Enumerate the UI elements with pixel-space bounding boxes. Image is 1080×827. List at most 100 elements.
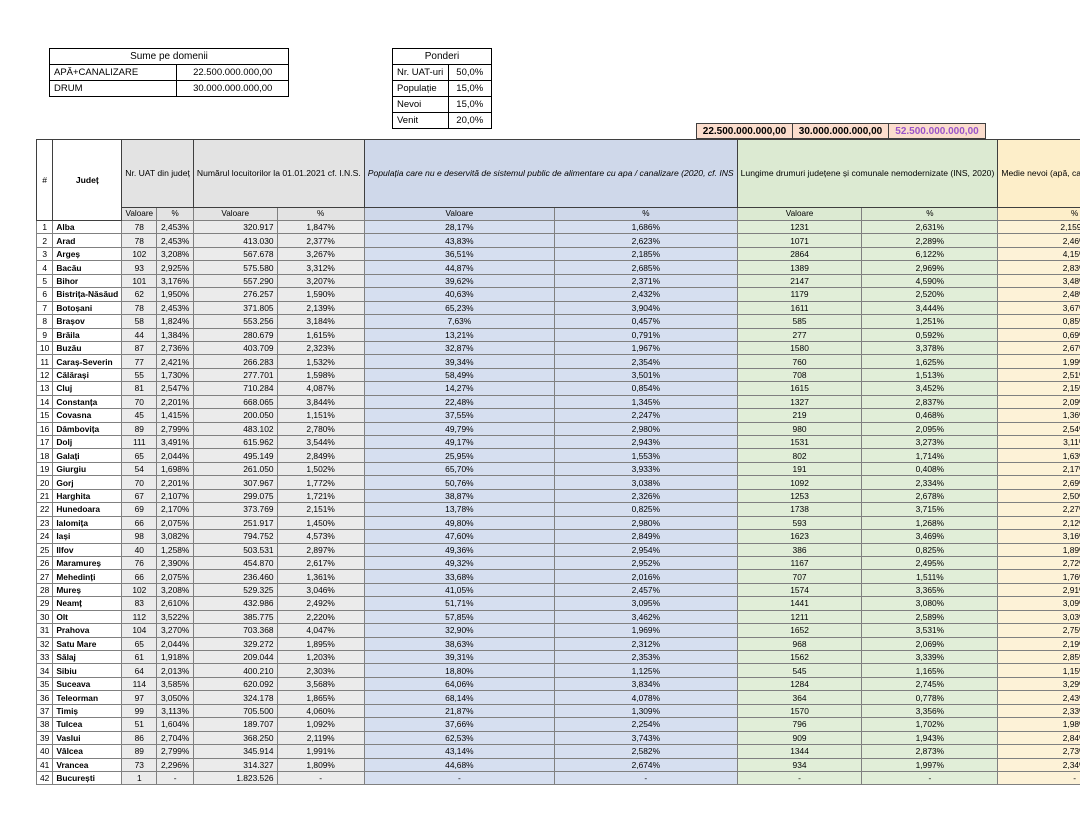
cell-locuitori-pct: 1,450% <box>276 515 365 531</box>
cell-uat-valoare: 54 <box>121 461 158 477</box>
cell-drumuri-valoare: 1092 <box>736 475 863 490</box>
cell-locuitori-pct: 2,323% <box>276 340 365 356</box>
table-row: 26 Maramureș 76 2,390% 454.870 2,617% 49,32% 2,… <box>35 555 1080 571</box>
cell-locuitori-valoare: 615.962 <box>192 434 278 450</box>
cell-uat-pct: 2,453% <box>156 219 194 235</box>
cell-medie-nevoi-pct: 2,50% <box>997 488 1080 504</box>
cell-drumuri-valoare: 1071 <box>736 233 863 248</box>
cell-nedeservita-pct: 2,371% <box>554 273 738 289</box>
cell-drumuri-pct: 0,825% <box>861 542 999 557</box>
cell-uat-pct: 2,013% <box>156 663 194 678</box>
col-header-uat: Nr. UAT din județ <box>121 139 194 208</box>
cell-nedeservita-pct: 2,432% <box>554 287 738 302</box>
col-header-index: # <box>35 139 54 221</box>
cell-nedeservita-valoare: 33,68% <box>363 569 556 584</box>
cell-medie-nevoi-pct: 3,48% <box>997 273 1080 289</box>
cell-nedeservita-valoare: 49,80% <box>363 515 556 531</box>
cell-nedeservita-valoare: 13,78% <box>363 502 556 517</box>
cell-medie-nevoi-pct: 3,29% <box>997 676 1080 692</box>
cell-nedeservita-pct: 2,185% <box>554 246 738 262</box>
cell-judet: Ilfov <box>52 542 123 557</box>
table-row: 19 Giurgiu 54 1,698% 261.050 1,502% 65,70% 3,93… <box>35 461 1080 477</box>
cell-medie-nevoi-pct: 1,89% <box>997 542 1080 557</box>
cell-drumuri-pct: 3,365% <box>861 582 999 598</box>
table-row: 2 Arad 78 2,453% 413.030 2,377% 43,83% 2,623% 10… <box>35 233 1080 248</box>
cell-judet: Cluj <box>52 381 123 396</box>
cell-locuitori-valoare: 251.917 <box>192 515 278 531</box>
cell-index: 6 <box>35 287 54 302</box>
cell-locuitori-valoare: 373.769 <box>192 502 278 517</box>
cell-nedeservita-valoare: 18,80% <box>363 663 556 678</box>
cell-locuitori-pct: 2,119% <box>276 730 365 746</box>
table-row: 40 Vâlcea 89 2,799% 345.914 1,991% 43,14% 2,582… <box>35 744 1080 759</box>
cell-index: 34 <box>35 663 54 678</box>
cell-drumuri-valoare: 593 <box>736 515 863 531</box>
cell-medie-nevoi-pct: 2,17% <box>997 461 1080 477</box>
cell-drumuri-pct: 3,452% <box>861 381 999 396</box>
cell-uat-valoare: 69 <box>121 502 158 517</box>
cell-medie-nevoi-pct: 1,63% <box>997 448 1080 463</box>
cell-locuitori-pct: 4,060% <box>276 703 365 719</box>
cell-uat-valoare: 45 <box>121 408 158 423</box>
cell-nedeservita-pct: 0,825% <box>554 502 738 517</box>
table-row: 16 Dâmbovița 89 2,799% 483.102 2,780% 49,79% 2,… <box>35 421 1080 437</box>
cell-nedeservita-pct: 2,980% <box>554 421 738 437</box>
cell-uat-pct: 2,799% <box>156 421 194 437</box>
cell-locuitori-pct: 4,087% <box>276 381 365 396</box>
table-row: 8 Brașov 58 1,824% 553.256 3,184% 7,63% 0,457% 5… <box>35 314 1080 329</box>
cell-nedeservita-valoare: 68,14% <box>363 690 556 705</box>
cell-judet: Sălaj <box>52 649 123 665</box>
cell-locuitori-valoare: 567.678 <box>192 246 278 262</box>
table-row: 11 Caraș-Severin 77 2,421% 266.283 1,532% 39,3… <box>35 354 1080 369</box>
col-header-medie-nevoi: Medie nevoi (apă, canalizare, drumuri) <box>997 139 1080 208</box>
cell-index: 14 <box>35 394 54 410</box>
cell-locuitori-pct: 2,617% <box>276 555 365 571</box>
cell-uat-pct: 2,421% <box>156 354 194 369</box>
col-header-drumuri: Lungime drumuri județene și comunale nem… <box>736 139 999 208</box>
cell-drumuri-pct: 0,592% <box>861 327 999 342</box>
cell-drumuri-valoare: 1167 <box>736 555 863 571</box>
ponderi-label-uat: Nr. UAT-uri <box>392 64 449 81</box>
cell-drumuri-valoare: 386 <box>736 542 863 557</box>
cell-drumuri-valoare: 1389 <box>736 260 863 275</box>
table-row: Sume pe domenii <box>49 48 289 65</box>
header-row-subcolumns: Valoare % Valoare % Valoare % Valoare % … <box>37 207 1080 221</box>
cell-nedeservita-pct: 2,312% <box>554 636 738 652</box>
cell-nedeservita-pct: 1,686% <box>554 219 738 235</box>
cell-nedeservita-pct: 3,933% <box>554 461 738 477</box>
cell-nedeservita-valoare: 37,66% <box>363 717 556 732</box>
cell-judet: Bistrița-Năsăud <box>52 287 123 302</box>
cell-drumuri-valoare: 1179 <box>736 287 863 302</box>
cell-drumuri-valoare: - <box>736 770 863 786</box>
cell-locuitori-pct: 1,895% <box>276 636 365 652</box>
cell-uat-pct: 3,522% <box>156 609 194 625</box>
cell-drumuri-pct: 3,531% <box>861 623 999 638</box>
cell-medie-nevoi-pct: 2,33% <box>997 703 1080 719</box>
cell-judet: Neamț <box>52 596 123 611</box>
cell-medie-nevoi-pct: 2,84% <box>997 730 1080 746</box>
cell-medie-nevoi-pct: 4,15% <box>997 246 1080 262</box>
cell-nedeservita-valoare: 49,32% <box>363 555 556 571</box>
cell-drumuri-valoare: 364 <box>736 690 863 705</box>
cell-drumuri-pct: 1,165% <box>861 663 999 678</box>
cell-uat-valoare: 78 <box>121 219 158 235</box>
cell-drumuri-valoare: 909 <box>736 730 863 746</box>
cell-index: 35 <box>35 676 54 692</box>
cell-nedeservita-valoare: 47,60% <box>363 529 556 544</box>
cell-nedeservita-valoare: 44,68% <box>363 757 556 772</box>
cell-drumuri-pct: - <box>861 770 999 786</box>
cell-locuitori-pct: 1,361% <box>276 569 365 584</box>
cell-uat-valoare: 65 <box>121 636 158 652</box>
cell-uat-valoare: 89 <box>121 421 158 437</box>
cell-uat-pct: 2,044% <box>156 636 194 652</box>
cell-nedeservita-valoare: 51,71% <box>363 596 556 611</box>
ponderi-value-venit: 20,0% <box>447 112 493 129</box>
cell-uat-pct: 2,044% <box>156 448 194 463</box>
cell-nedeservita-pct: - <box>554 770 738 786</box>
cell-drumuri-pct: 1,702% <box>861 717 999 732</box>
cell-judet: Mureș <box>52 582 123 598</box>
cell-uat-pct: 2,075% <box>156 515 194 531</box>
cell-locuitori-valoare: 710.284 <box>192 381 278 396</box>
cell-locuitori-pct: 2,780% <box>276 421 365 437</box>
cell-judet: Covasna <box>52 408 123 423</box>
